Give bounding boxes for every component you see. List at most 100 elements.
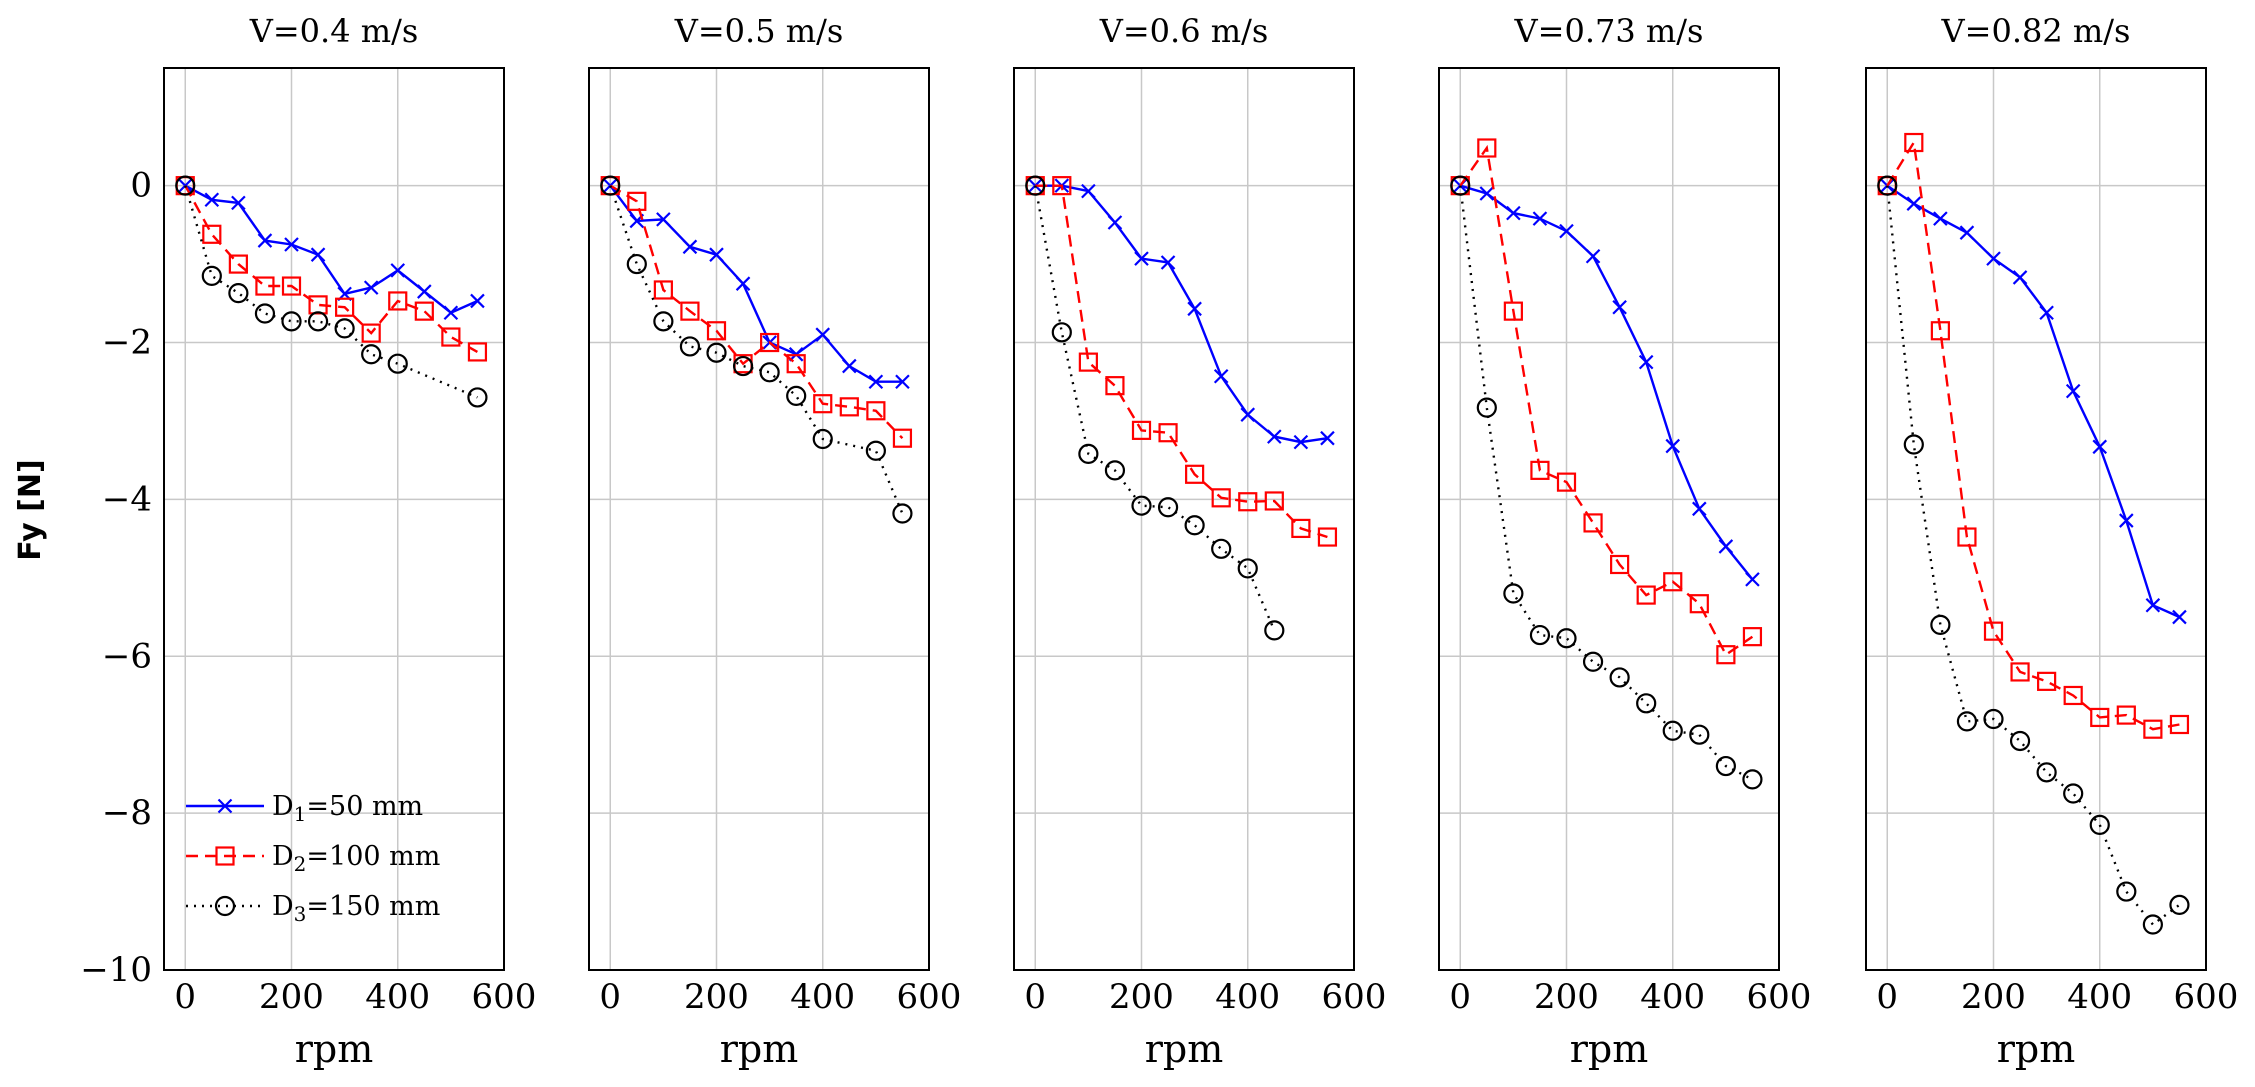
data-point [467,342,488,362]
data-point [417,284,432,299]
x-tick-label: 200 [259,977,324,1017]
data-point [2169,894,2190,915]
panel-title: V=0.82 m/s [1941,12,2131,50]
data-point [1959,225,1975,240]
data-point [1692,501,1707,517]
series-line [1886,139,2180,731]
legend-marker [215,846,235,866]
data-point [2009,730,2031,752]
data-point [600,175,621,196]
series-d1 [1027,178,1335,450]
data-point [228,254,248,274]
x-axis-label: rpm [1997,1027,2076,1071]
data-point [1877,175,1898,196]
data-point [842,358,857,374]
data-point [387,353,408,374]
data-point [1663,572,1683,592]
y-tick-label: −4 [102,479,152,519]
data-point [1610,554,1630,575]
data-point [470,293,485,309]
data-point [1583,513,1603,533]
data-point [441,327,461,347]
x-tick-label: 600 [1747,977,1812,1017]
data-point [1986,251,2001,266]
panel-3: V=0.6 m/s 0 200 400 600 rpm [1013,12,1386,1071]
data-point [1532,211,1548,226]
data-point [1612,299,1627,315]
series-line [609,184,903,383]
legend-label: D2=100 mm [272,841,440,876]
data-point [390,263,406,278]
series-line [184,185,478,399]
series-d3 [600,175,913,524]
data-point [281,276,302,296]
data-point [2092,439,2108,455]
data-point [1716,645,1736,665]
series-d3 [1450,175,1763,790]
data-point [1051,322,1072,343]
data-point [709,247,724,262]
data-point [231,195,246,211]
y-tick-label: −6 [102,636,152,676]
gridlines [1439,68,1779,970]
data-point [680,301,700,321]
data-point [1078,352,1098,372]
x-tick-label: 200 [684,977,749,1017]
data-point [1715,755,1736,777]
data-point [1240,407,1256,422]
data-point [892,503,913,524]
plot-frame [163,67,505,971]
legend-label: D3=150 mm [272,891,440,926]
x-tick-label: 400 [1215,977,1280,1017]
panel-title: V=0.4 m/s [249,12,419,50]
data-point [1930,321,1950,341]
data-point [2036,762,2057,783]
data-point [1476,397,1497,418]
data-point [2090,707,2110,728]
data-point [1745,572,1760,587]
data-point [656,212,671,227]
data-point [1320,430,1335,446]
data-point [1237,558,1258,579]
panel-2: V=0.5 m/s 0 200 400 600 rpm [588,12,962,1071]
data-point [1479,186,1495,201]
data-point [177,178,193,193]
data-point [2142,914,2163,935]
data-point [1930,614,1951,635]
data-point [679,336,701,357]
x-tick-label: 400 [790,977,855,1017]
panels: V=0.4 m/s 0 200 400 600 rpm 0 −2 −4 −6 −8 −10 D1=50 … [80,12,2238,1071]
data-point [361,323,381,343]
x-tick-label: 0 [174,977,196,1017]
data-point [2063,783,2084,804]
data-point [1609,667,1630,688]
data-point [284,237,299,252]
x-tick-label: 400 [365,977,430,1017]
series-d1 [177,178,485,320]
x-tick-label: 600 [897,977,962,1017]
data-point [1638,354,1654,370]
x-tick-label: 600 [2174,977,2239,1017]
data-point [1131,420,1152,440]
data-point [414,301,434,321]
x-tick-label: 200 [1534,977,1599,1017]
plot-frame [1438,67,1780,971]
data-point [759,362,780,383]
data-point [335,297,355,317]
data-point [1264,620,1285,641]
data-point [1160,255,1176,270]
data-point [2116,705,2136,725]
data-point [1503,301,1523,321]
plot-frame [588,67,930,971]
data-point [839,397,859,417]
series-d2 [1450,138,1763,665]
data-point [1291,518,1311,539]
data-point [363,280,379,295]
data-point [653,280,673,300]
panel-1: V=0.4 m/s 0 200 400 600 rpm 0 −2 −4 −6 −8 −10 D1=50 … [80,12,536,1071]
data-point [1904,132,1924,153]
data-point [1983,708,2004,730]
series-line [1034,185,1276,631]
data-point [1556,628,1577,649]
